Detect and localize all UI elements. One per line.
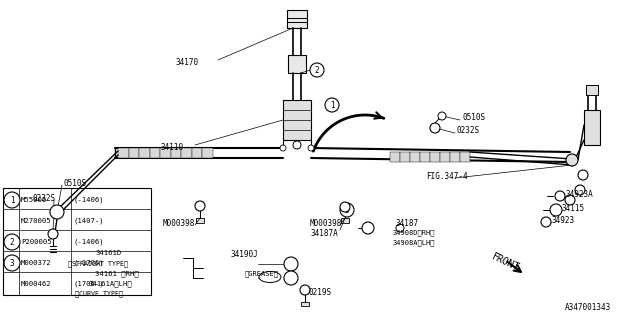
Bar	[160, 148, 171, 158]
Text: 34110: 34110	[160, 143, 183, 152]
Bar	[202, 148, 213, 158]
Circle shape	[195, 201, 205, 211]
Text: 1: 1	[10, 196, 14, 204]
Circle shape	[4, 234, 20, 250]
Circle shape	[340, 203, 354, 217]
Text: M55006: M55006	[21, 197, 47, 203]
Bar	[192, 148, 202, 158]
Bar	[181, 148, 192, 158]
Text: (1407-): (1407-)	[73, 218, 104, 224]
Text: M000372: M000372	[21, 260, 52, 266]
Text: M000398: M000398	[163, 219, 195, 228]
Bar	[586, 85, 598, 95]
Circle shape	[396, 224, 404, 232]
Circle shape	[578, 170, 588, 180]
Text: 〈CURVE TYPE〉: 〈CURVE TYPE〉	[75, 290, 123, 297]
Bar	[139, 148, 150, 158]
Text: 0510S: 0510S	[63, 179, 86, 188]
Text: 34908D〈RH〉: 34908D〈RH〉	[393, 230, 435, 236]
Text: 1: 1	[330, 100, 334, 109]
Circle shape	[50, 205, 64, 219]
Text: 34161A〈LH〉: 34161A〈LH〉	[88, 280, 132, 287]
Bar	[341, 218, 349, 223]
Text: 2: 2	[10, 237, 14, 246]
Circle shape	[284, 257, 298, 271]
Circle shape	[555, 191, 565, 201]
Text: 34190J: 34190J	[230, 250, 258, 259]
Text: 34187: 34187	[395, 219, 418, 228]
Text: (1706-): (1706-)	[73, 281, 104, 287]
Text: FIG.347-4: FIG.347-4	[426, 172, 468, 180]
Circle shape	[280, 145, 286, 151]
Circle shape	[362, 222, 374, 234]
Bar	[430, 152, 440, 162]
Circle shape	[438, 112, 446, 120]
Text: (-1406): (-1406)	[73, 239, 104, 245]
Text: P200005: P200005	[21, 239, 52, 245]
Circle shape	[565, 195, 575, 205]
Circle shape	[550, 204, 562, 216]
Bar	[450, 152, 460, 162]
Text: 34923A: 34923A	[566, 189, 594, 198]
Text: 〈STRAIGHT TYPE〉: 〈STRAIGHT TYPE〉	[68, 260, 128, 267]
Circle shape	[325, 98, 339, 112]
Text: 34161 〈RH〉: 34161 〈RH〉	[95, 270, 139, 276]
Text: 34923: 34923	[552, 215, 575, 225]
Text: 34908A〈LH〉: 34908A〈LH〉	[393, 240, 435, 246]
Text: FRONT: FRONT	[490, 252, 521, 274]
Bar	[171, 148, 181, 158]
Text: 34161D: 34161D	[95, 250, 121, 256]
Bar	[3, 188, 151, 295]
Bar	[301, 302, 309, 306]
Text: M270005: M270005	[21, 218, 52, 224]
Text: 2: 2	[315, 66, 319, 75]
Circle shape	[430, 123, 440, 133]
Bar	[584, 110, 600, 145]
Text: (-1406): (-1406)	[73, 197, 104, 203]
Circle shape	[4, 192, 20, 208]
Circle shape	[310, 63, 324, 77]
Bar	[288, 55, 306, 73]
Bar	[440, 152, 450, 162]
Text: A347001343: A347001343	[565, 303, 611, 312]
Text: 0232S: 0232S	[32, 194, 55, 203]
Text: 34187A: 34187A	[310, 228, 338, 237]
Bar	[196, 218, 204, 223]
Text: (-1706): (-1706)	[73, 260, 104, 266]
Circle shape	[575, 185, 585, 195]
Circle shape	[566, 154, 578, 166]
Bar	[129, 148, 139, 158]
Circle shape	[340, 202, 350, 212]
Circle shape	[284, 271, 298, 285]
Circle shape	[4, 255, 20, 271]
Circle shape	[48, 229, 58, 239]
Bar	[460, 152, 470, 162]
Text: 3: 3	[10, 259, 14, 268]
Text: M000398: M000398	[310, 219, 342, 228]
Circle shape	[308, 145, 314, 151]
Ellipse shape	[259, 271, 281, 283]
Text: 34115: 34115	[562, 204, 585, 212]
Bar	[287, 10, 307, 28]
Circle shape	[300, 285, 310, 295]
Bar	[390, 152, 400, 162]
Text: M000462: M000462	[21, 281, 52, 287]
Circle shape	[293, 141, 301, 149]
Bar	[410, 152, 420, 162]
Text: 〈GREASE〉: 〈GREASE〉	[245, 270, 279, 276]
Text: 0219S: 0219S	[308, 288, 331, 297]
Text: 0232S: 0232S	[456, 125, 479, 134]
Bar	[283, 100, 311, 140]
Bar	[118, 148, 129, 158]
Text: 3: 3	[345, 205, 349, 214]
Circle shape	[541, 217, 551, 227]
Bar	[150, 148, 160, 158]
Text: 0510S: 0510S	[462, 113, 485, 122]
Bar	[400, 152, 410, 162]
Bar	[420, 152, 430, 162]
Text: 34170: 34170	[175, 58, 198, 67]
